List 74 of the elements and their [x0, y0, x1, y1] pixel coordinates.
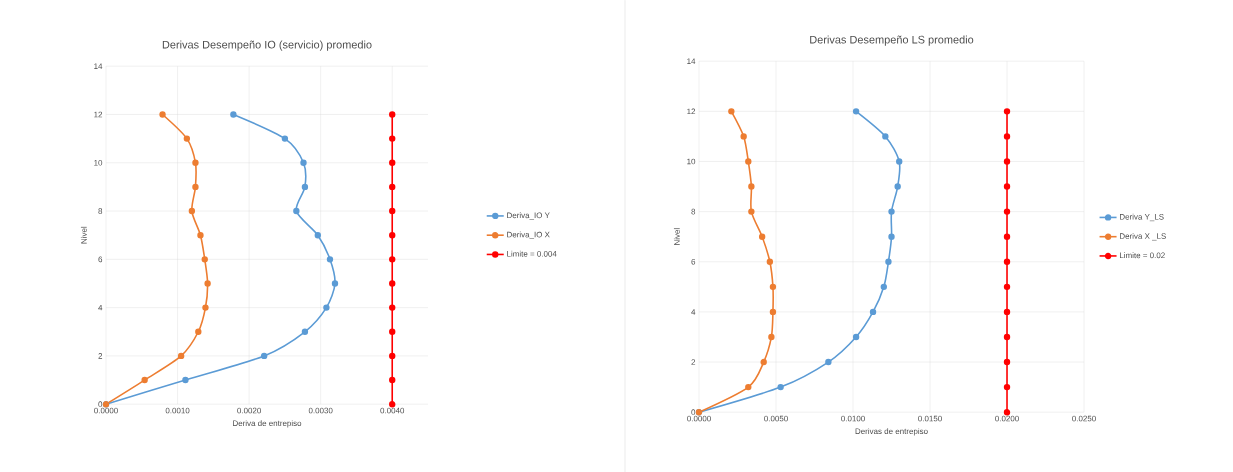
point [389, 352, 396, 359]
point [882, 133, 889, 140]
point [880, 283, 887, 290]
point [1003, 208, 1011, 215]
point [748, 208, 755, 215]
point [748, 183, 755, 190]
point [301, 183, 309, 190]
point [141, 376, 148, 384]
point [740, 133, 747, 140]
point [300, 159, 307, 166]
point [182, 376, 189, 384]
point [201, 255, 208, 263]
point [769, 308, 777, 315]
point [389, 159, 396, 166]
point [1003, 358, 1011, 366]
point [389, 231, 396, 239]
point [1003, 383, 1011, 391]
point [1003, 308, 1011, 315]
point [331, 280, 339, 287]
point [1003, 233, 1011, 240]
point [1003, 183, 1011, 190]
point [389, 255, 396, 263]
point [192, 159, 199, 166]
point [1003, 258, 1011, 265]
point [389, 328, 396, 335]
point [389, 183, 396, 190]
point [869, 308, 877, 315]
point [389, 376, 396, 384]
point [389, 280, 396, 287]
point [188, 207, 196, 215]
point [777, 383, 784, 391]
point [192, 183, 199, 190]
point [389, 304, 396, 311]
point [389, 135, 396, 142]
point [389, 207, 396, 215]
point [260, 352, 268, 359]
point [1003, 107, 1011, 115]
point [159, 111, 166, 118]
point [183, 135, 191, 142]
point [728, 107, 735, 115]
point [195, 328, 202, 335]
point [281, 135, 289, 142]
point [888, 208, 895, 215]
point [202, 304, 209, 311]
point [745, 158, 752, 165]
point [745, 383, 752, 391]
point [1003, 283, 1011, 290]
point [301, 328, 309, 335]
point [1003, 133, 1011, 140]
chart-title: Derivas Desempeño IO (servicio) promedio [162, 40, 372, 51]
point [197, 231, 204, 239]
point [825, 358, 832, 366]
point [896, 158, 903, 165]
point [760, 358, 767, 366]
point [1003, 158, 1011, 165]
point [326, 255, 334, 263]
point [852, 333, 860, 340]
point [293, 207, 300, 215]
point [766, 258, 774, 265]
point [885, 258, 892, 265]
point [230, 111, 237, 118]
point [314, 231, 321, 239]
point [768, 333, 775, 340]
point [177, 352, 185, 359]
point [389, 111, 396, 118]
point [323, 304, 330, 311]
chart-title: Derivas Desempeño LS promedio [810, 35, 974, 46]
point [888, 233, 895, 240]
point [894, 183, 901, 190]
point [1003, 333, 1011, 340]
point [758, 233, 766, 240]
point [769, 283, 777, 290]
point [204, 280, 211, 287]
point [852, 107, 860, 115]
